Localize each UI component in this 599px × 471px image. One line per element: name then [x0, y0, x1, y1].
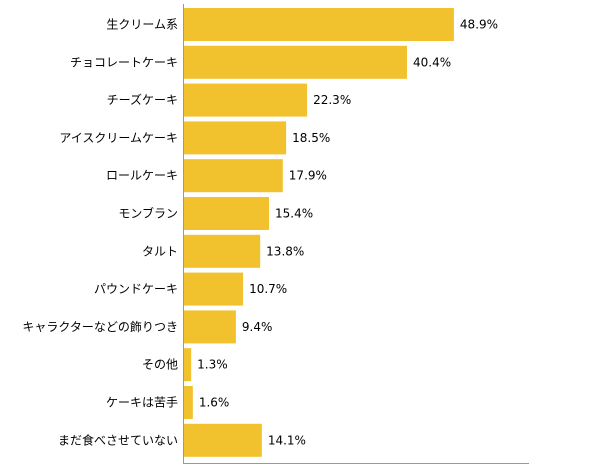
category-label-11: まだ食べさせていない — [58, 432, 178, 447]
bar-0 — [184, 8, 454, 41]
bar-3 — [184, 121, 287, 155]
category-label-10: ケーキは苦手 — [106, 396, 178, 410]
bar-5 — [184, 197, 270, 230]
category-label-8: キャラクターなどの飾りつき — [22, 320, 178, 334]
category-label-6: タルト — [142, 244, 178, 258]
value-label-9: 1.3% — [197, 358, 228, 372]
value-label-1: 40.4% — [413, 55, 451, 69]
bar-9 — [184, 348, 192, 382]
category-label-7: パウンドケーキ — [94, 282, 178, 296]
category-label-0: 生クリーム系 — [106, 18, 178, 32]
category-label-3: アイスクリームケーキ — [59, 131, 178, 145]
category-label-1: チョコレートケーキ — [70, 55, 178, 69]
value-label-11: 14.1% — [268, 433, 306, 447]
value-label-4: 17.9% — [289, 169, 327, 183]
value-label-8: 9.4% — [242, 320, 273, 334]
category-label-4: ロールケーキ — [106, 169, 178, 183]
category-label-2: チーズケーキ — [107, 92, 178, 107]
category-labels-group: 生クリーム系チョコレートケーキチーズケーキアイスクリームケーキロールケーキモンブ… — [22, 18, 178, 448]
bar-2 — [184, 83, 308, 117]
bar-7 — [184, 272, 244, 306]
value-label-2: 22.3% — [313, 93, 351, 107]
category-label-5: モンブラン — [118, 206, 178, 221]
bar-6 — [184, 234, 261, 268]
bar-10 — [184, 386, 193, 419]
bar-4 — [184, 159, 283, 193]
bars-group — [184, 8, 454, 457]
value-label-10: 1.6% — [199, 396, 230, 410]
value-label-5: 15.4% — [275, 207, 313, 221]
value-label-0: 48.9% — [460, 18, 498, 32]
value-label-6: 13.8% — [266, 244, 304, 258]
category-label-9: その他 — [142, 358, 178, 372]
value-label-7: 10.7% — [249, 282, 287, 296]
bar-11 — [184, 423, 262, 457]
bar-1 — [184, 45, 408, 79]
value-labels-group: 48.9% 40.4% 22.3% 18.5% 17.9% 15.4% 13.8% 10.7%… — [197, 18, 498, 448]
bar-8 — [184, 310, 236, 344]
value-label-3: 18.5% — [292, 131, 330, 145]
